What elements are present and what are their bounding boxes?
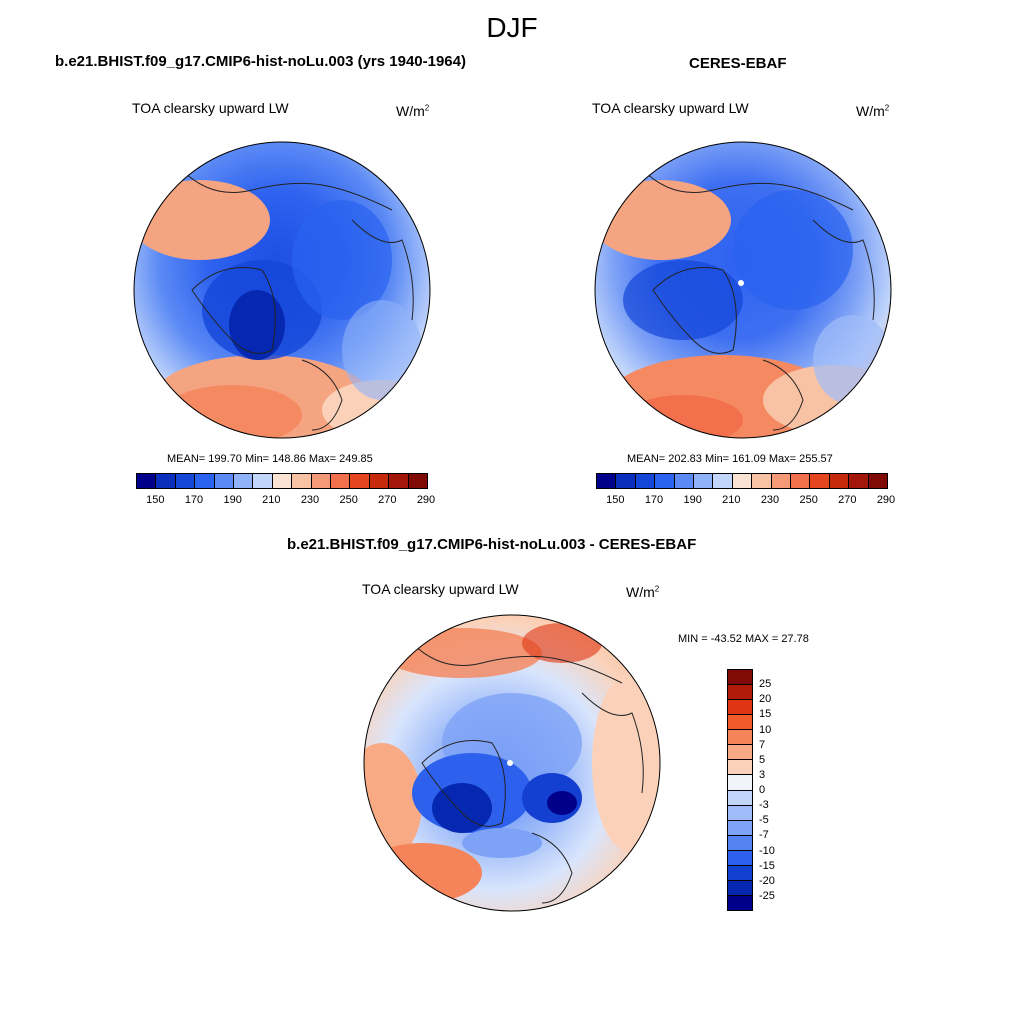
colorbar-swatch bbox=[292, 474, 312, 488]
colorbar-tick-label: 270 bbox=[838, 494, 857, 506]
obs-units-label: W/m2 bbox=[856, 103, 890, 119]
model-polar-map bbox=[133, 141, 431, 439]
colorbar-swatch bbox=[728, 715, 752, 731]
colorbar-tick-label: 10 bbox=[759, 723, 772, 736]
colorbar-swatch bbox=[752, 474, 772, 488]
model-stats: MEAN= 199.70 Min= 148.86 Max= 249.85 bbox=[167, 453, 373, 465]
colorbar-tick-label: 190 bbox=[683, 494, 702, 506]
obs-colorbar-ticks: 150 170 190 210 230 250 270 290 bbox=[596, 494, 895, 508]
colorbar-tick-label: 5 bbox=[759, 753, 766, 766]
diff-colorbar-ticks: 25 20 15 10 7 5 3 0 -3 -5 -7 -10 -15 -20 -25 bbox=[759, 669, 799, 911]
colorbar-tick-label: 210 bbox=[262, 494, 281, 506]
diff-variable-label: TOA clearsky upward LW bbox=[362, 581, 519, 597]
colorbar-tick-label: -20 bbox=[759, 874, 775, 887]
colorbar-swatch bbox=[156, 474, 176, 488]
colorbar-swatch bbox=[175, 474, 196, 488]
colorbar-swatch bbox=[829, 474, 850, 488]
colorbar-tick-label: -25 bbox=[759, 889, 775, 902]
colorbar-swatch bbox=[728, 790, 752, 806]
colorbar-tick-label: 20 bbox=[759, 693, 772, 706]
colorbar-tick-label: 3 bbox=[759, 768, 766, 781]
model-units-label: W/m2 bbox=[396, 103, 430, 119]
colorbar-swatch bbox=[369, 474, 390, 488]
colorbar-swatch bbox=[597, 474, 617, 488]
colorbar-swatch bbox=[728, 700, 752, 716]
colorbar-tick-label: 230 bbox=[300, 494, 320, 506]
colorbar-swatch bbox=[635, 474, 656, 488]
colorbar-swatch bbox=[694, 474, 714, 488]
colorbar-tick-label: 230 bbox=[760, 494, 780, 506]
colorbar-swatch bbox=[728, 880, 752, 896]
model-colorbar-ticks: 150 170 190 210 230 250 270 290 bbox=[136, 494, 435, 508]
colorbar-swatch bbox=[331, 474, 351, 488]
colorbar-swatch bbox=[253, 474, 273, 488]
colorbar-swatch bbox=[674, 474, 695, 488]
colorbar-tick-label: 250 bbox=[339, 494, 358, 506]
diff-panel-title: b.e21.BHIST.f09_g17.CMIP6-hist-noLu.003 … bbox=[287, 536, 697, 553]
colorbar-swatch bbox=[214, 474, 235, 488]
colorbar-swatch bbox=[350, 474, 370, 488]
colorbar-swatch bbox=[728, 775, 752, 791]
colorbar-swatch bbox=[791, 474, 811, 488]
colorbar-tick-label: -10 bbox=[759, 844, 775, 857]
figure-title: DJF bbox=[486, 12, 538, 43]
colorbar-swatch bbox=[728, 895, 752, 910]
colorbar-tick-label: -15 bbox=[759, 859, 775, 872]
colorbar-tick-label: 0 bbox=[759, 784, 766, 796]
colorbar-tick-label: 290 bbox=[416, 494, 436, 506]
colorbar-swatch bbox=[868, 474, 888, 488]
colorbar-tick-label: 170 bbox=[644, 494, 664, 506]
obs-stats: MEAN= 202.83 Min= 161.09 Max= 255.57 bbox=[627, 453, 833, 465]
model-panel-title: b.e21.BHIST.f09_g17.CMIP6-hist-noLu.003 … bbox=[55, 53, 466, 70]
colorbar-swatch bbox=[728, 745, 752, 761]
colorbar-swatch bbox=[728, 730, 752, 746]
colorbar-tick-label: 150 bbox=[146, 494, 165, 506]
diff-stats: MIN = -43.52 MAX = 27.78 bbox=[678, 633, 809, 645]
colorbar-swatch bbox=[408, 474, 428, 488]
obs-variable-label: TOA clearsky upward LW bbox=[592, 100, 749, 116]
colorbar-tick-label: 190 bbox=[223, 494, 242, 506]
obs-polar-map bbox=[594, 141, 892, 439]
colorbar-swatch bbox=[810, 474, 830, 488]
colorbar-tick-label: -3 bbox=[759, 799, 769, 812]
colorbar-tick-label: 25 bbox=[759, 678, 772, 691]
colorbar-swatch bbox=[713, 474, 733, 488]
colorbar-swatch bbox=[272, 474, 293, 488]
colorbar-swatch bbox=[728, 835, 752, 851]
colorbar-swatch bbox=[728, 760, 752, 776]
colorbar-tick-label: -7 bbox=[759, 829, 769, 842]
obs-panel-title: CERES-EBAF bbox=[689, 55, 787, 72]
colorbar-swatch bbox=[655, 474, 675, 488]
colorbar-tick-label: -5 bbox=[759, 814, 769, 827]
colorbar-tick-label: 210 bbox=[722, 494, 741, 506]
colorbar-tick-label: 250 bbox=[799, 494, 818, 506]
colorbar-swatch bbox=[616, 474, 636, 488]
colorbar-swatch bbox=[195, 474, 215, 488]
colorbar-tick-label: 290 bbox=[876, 494, 896, 506]
obs-colorbar bbox=[596, 473, 888, 489]
colorbar-tick-label: 170 bbox=[184, 494, 204, 506]
diff-colorbar bbox=[727, 669, 753, 911]
colorbar-swatch bbox=[849, 474, 869, 488]
colorbar-tick-label: 15 bbox=[759, 708, 772, 721]
colorbar-tick-label: 270 bbox=[378, 494, 397, 506]
colorbar-swatch bbox=[771, 474, 792, 488]
colorbar-swatch bbox=[389, 474, 409, 488]
colorbar-swatch bbox=[728, 805, 752, 821]
model-colorbar bbox=[136, 473, 428, 489]
colorbar-swatch bbox=[728, 685, 752, 701]
colorbar-swatch bbox=[728, 670, 752, 686]
colorbar-swatch bbox=[137, 474, 157, 488]
colorbar-swatch bbox=[728, 820, 752, 836]
diff-polar-map bbox=[363, 614, 661, 912]
colorbar-swatch bbox=[732, 474, 753, 488]
model-variable-label: TOA clearsky upward LW bbox=[132, 100, 289, 116]
diff-units-label: W/m2 bbox=[626, 584, 660, 600]
colorbar-tick-label: 7 bbox=[759, 738, 766, 751]
colorbar-tick-label: 150 bbox=[606, 494, 625, 506]
colorbar-swatch bbox=[728, 850, 752, 866]
colorbar-swatch bbox=[311, 474, 332, 488]
colorbar-swatch bbox=[234, 474, 254, 488]
colorbar-swatch bbox=[728, 865, 752, 881]
